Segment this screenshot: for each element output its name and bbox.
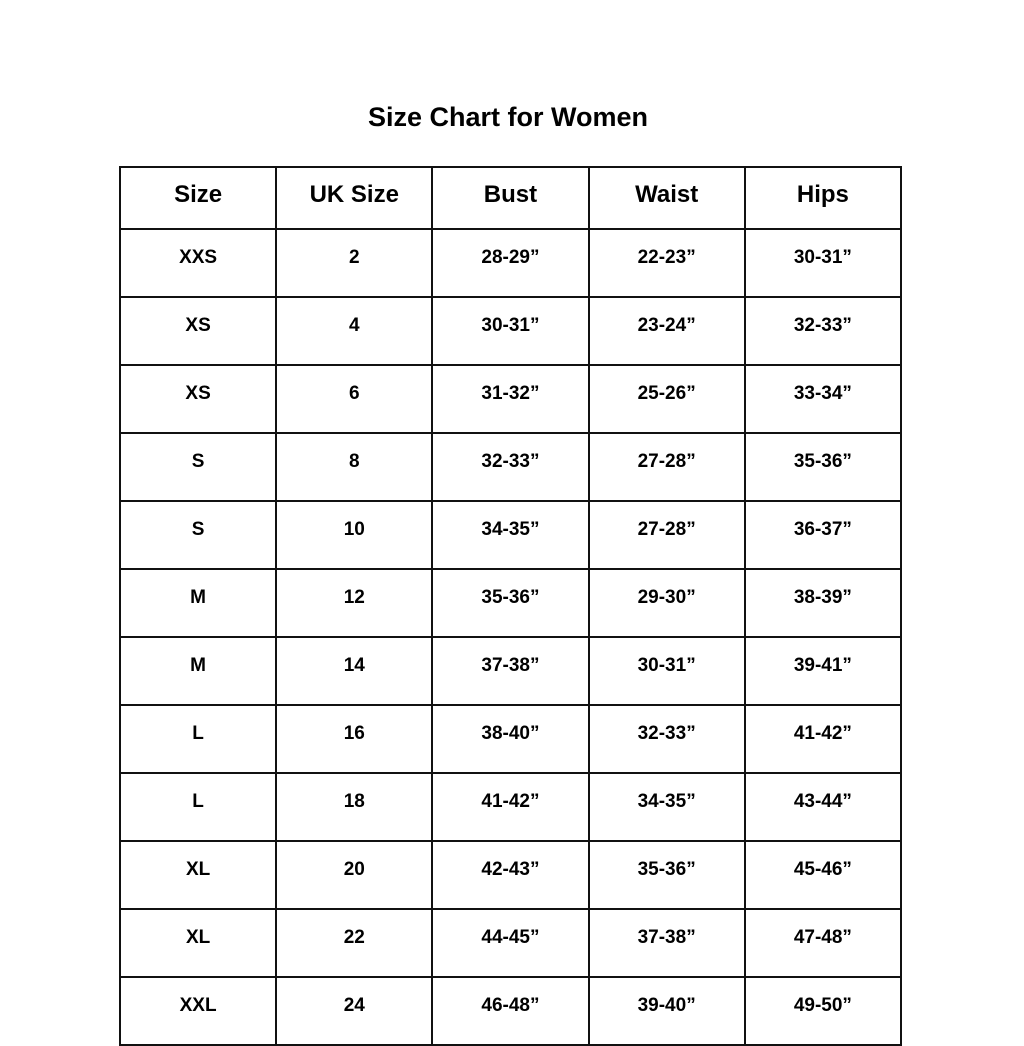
- cell-waist: 32-33”: [587, 704, 746, 774]
- cell-hips: 35-36”: [743, 432, 903, 502]
- table-row: L 16 38-40” 32-33” 41-42”: [118, 704, 903, 774]
- cell-bust: 44-45”: [431, 908, 590, 978]
- table-row: XS 4 30-31” 23-24” 32-33”: [118, 296, 903, 366]
- cell-bust: 31-32”: [431, 364, 590, 434]
- cell-hips: 36-37”: [743, 500, 903, 570]
- cell-uk-size: 12: [275, 568, 434, 638]
- cell-bust: 41-42”: [431, 772, 590, 842]
- cell-hips: 30-31”: [743, 228, 903, 298]
- cell-uk-size: 2: [275, 228, 434, 298]
- cell-size: XS: [118, 364, 278, 434]
- cell-uk-size: 22: [275, 908, 434, 978]
- cell-waist: 27-28”: [587, 500, 746, 570]
- cell-waist: 35-36”: [587, 840, 746, 910]
- cell-hips: 41-42”: [743, 704, 903, 774]
- cell-bust: 37-38”: [431, 636, 590, 706]
- cell-uk-size: 20: [275, 840, 434, 910]
- table-row: XL 22 44-45” 37-38” 47-48”: [118, 908, 903, 978]
- table-row: XS 6 31-32” 25-26” 33-34”: [118, 364, 903, 434]
- cell-bust: 28-29”: [431, 228, 590, 298]
- cell-bust: 38-40”: [431, 704, 590, 774]
- header-bust: Bust: [431, 166, 590, 230]
- table-row: L 18 41-42” 34-35” 43-44”: [118, 772, 903, 842]
- cell-waist: 22-23”: [587, 228, 746, 298]
- table-row: M 12 35-36” 29-30” 38-39”: [118, 568, 903, 638]
- table-row: XXS 2 28-29” 22-23” 30-31”: [118, 228, 903, 298]
- cell-waist: 34-35”: [587, 772, 746, 842]
- header-uk-size: UK Size: [275, 166, 434, 230]
- cell-uk-size: 4: [275, 296, 434, 366]
- cell-size: S: [118, 432, 278, 502]
- cell-hips: 33-34”: [743, 364, 903, 434]
- cell-bust: 35-36”: [431, 568, 590, 638]
- cell-size: XL: [118, 908, 278, 978]
- cell-bust: 32-33”: [431, 432, 590, 502]
- table-row: XL 20 42-43” 35-36” 45-46”: [118, 840, 903, 910]
- cell-size: M: [118, 568, 278, 638]
- cell-uk-size: 10: [275, 500, 434, 570]
- cell-uk-size: 8: [275, 432, 434, 502]
- cell-waist: 29-30”: [587, 568, 746, 638]
- cell-uk-size: 6: [275, 364, 434, 434]
- header-hips: Hips: [743, 166, 903, 230]
- cell-waist: 37-38”: [587, 908, 746, 978]
- cell-size: XXL: [118, 976, 278, 1046]
- cell-hips: 32-33”: [743, 296, 903, 366]
- cell-waist: 30-31”: [587, 636, 746, 706]
- cell-size: S: [118, 500, 278, 570]
- table-row: S 8 32-33” 27-28” 35-36”: [118, 432, 903, 502]
- cell-uk-size: 18: [275, 772, 434, 842]
- header-row: Size UK Size Bust Waist Hips: [118, 166, 903, 230]
- cell-bust: 34-35”: [431, 500, 590, 570]
- cell-waist: 39-40”: [587, 976, 746, 1046]
- table-row: S 10 34-35” 27-28” 36-37”: [118, 500, 903, 570]
- cell-size: L: [118, 704, 278, 774]
- cell-hips: 39-41”: [743, 636, 903, 706]
- cell-size: XS: [118, 296, 278, 366]
- cell-hips: 38-39”: [743, 568, 903, 638]
- size-chart-table: Size UK Size Bust Waist Hips XXS 2 28-29” 2…: [118, 166, 903, 1046]
- cell-hips: 43-44”: [743, 772, 903, 842]
- table-row: XXL 24 46-48” 39-40” 49-50”: [118, 976, 903, 1046]
- cell-waist: 27-28”: [587, 432, 746, 502]
- cell-bust: 30-31”: [431, 296, 590, 366]
- cell-bust: 46-48”: [431, 976, 590, 1046]
- cell-size: XL: [118, 840, 278, 910]
- header-size: Size: [118, 166, 278, 230]
- cell-hips: 45-46”: [743, 840, 903, 910]
- cell-size: M: [118, 636, 278, 706]
- cell-hips: 49-50”: [743, 976, 903, 1046]
- cell-uk-size: 24: [275, 976, 434, 1046]
- page-title: Size Chart for Women: [367, 102, 649, 132]
- header-waist: Waist: [587, 166, 746, 230]
- cell-size: L: [118, 772, 278, 842]
- cell-uk-size: 16: [275, 704, 434, 774]
- cell-hips: 47-48”: [743, 908, 903, 978]
- cell-uk-size: 14: [275, 636, 434, 706]
- cell-waist: 23-24”: [587, 296, 746, 366]
- cell-bust: 42-43”: [431, 840, 590, 910]
- cell-size: XXS: [118, 228, 278, 298]
- cell-waist: 25-26”: [587, 364, 746, 434]
- table-row: M 14 37-38” 30-31” 39-41”: [118, 636, 903, 706]
